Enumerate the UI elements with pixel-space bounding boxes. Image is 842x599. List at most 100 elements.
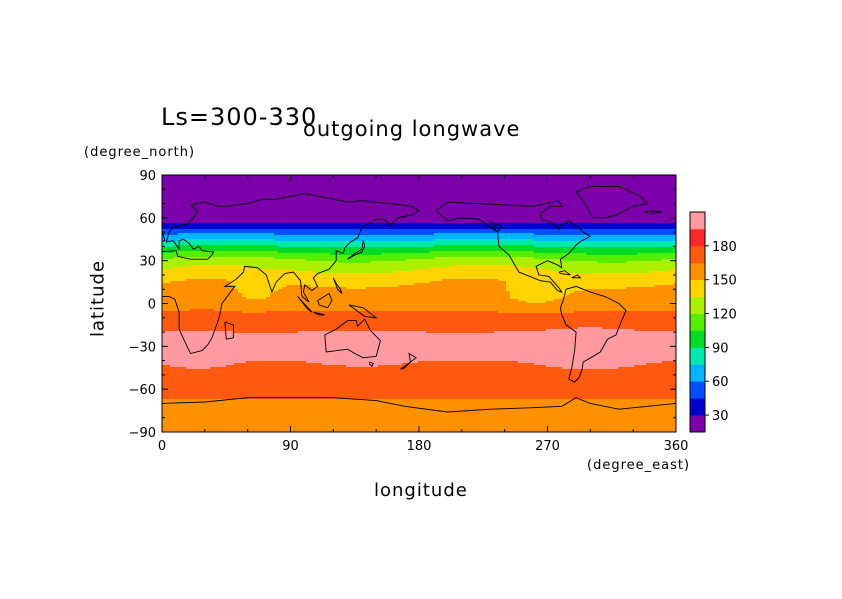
field-cell (554, 209, 559, 212)
field-cell (370, 183, 375, 186)
field-cell (490, 185, 495, 188)
field-cell (634, 195, 639, 198)
field-cell (238, 217, 243, 220)
field-cell (466, 231, 471, 234)
field-cell (350, 215, 355, 218)
field-cell (454, 209, 459, 212)
field-cell (202, 213, 207, 216)
field-cell (626, 211, 631, 214)
field-cell (398, 201, 403, 204)
field-cell (238, 209, 243, 212)
field-cell (234, 211, 239, 214)
field-cell (658, 245, 663, 248)
field-cell (306, 195, 311, 198)
field-cell (210, 223, 215, 226)
field-cell (550, 237, 555, 240)
field-cell (418, 233, 423, 236)
field-cell (366, 243, 371, 246)
field-cell (178, 179, 183, 182)
field-cell (442, 223, 447, 226)
field-cell (394, 215, 399, 218)
field-cell (310, 229, 315, 232)
field-cell (338, 179, 343, 182)
field-cell (646, 191, 651, 194)
field-cell (434, 179, 439, 182)
field-cell (246, 245, 251, 248)
field-cell (206, 221, 211, 224)
field-cell (330, 177, 335, 180)
field-cell (170, 241, 175, 244)
field-cell (518, 191, 523, 194)
field-cell (438, 179, 443, 182)
field-cell (282, 239, 287, 242)
field-cell (258, 243, 263, 246)
field-cell (266, 179, 271, 182)
field-cell (182, 201, 187, 204)
field-cell (626, 203, 631, 206)
field-cell (414, 243, 419, 246)
field-cell (354, 181, 359, 184)
field-cell (510, 237, 515, 240)
field-cell (538, 181, 543, 184)
field-cell (490, 241, 495, 244)
field-cell (626, 209, 631, 212)
field-cell (382, 231, 387, 234)
field-cell (446, 225, 451, 228)
field-cell (658, 175, 663, 178)
field-cell (230, 209, 235, 212)
field-cell (538, 183, 543, 186)
field-cell (186, 209, 191, 212)
field-cell (642, 207, 647, 210)
field-cell (454, 241, 459, 244)
field-cell (346, 231, 351, 234)
field-cell (466, 181, 471, 184)
field-cell (258, 217, 263, 220)
field-cell (270, 205, 275, 208)
field-cell (382, 181, 387, 184)
field-cell (510, 183, 515, 186)
field-cell (510, 223, 515, 226)
field-cell (670, 211, 675, 214)
field-cell (522, 187, 527, 190)
field-cell (298, 241, 303, 244)
field-cell (490, 213, 495, 216)
field-cell (350, 241, 355, 244)
field-cell (306, 175, 311, 178)
field-cell (162, 221, 167, 224)
field-cell (350, 235, 355, 238)
field-cell (362, 235, 367, 238)
field-cell (594, 221, 599, 224)
field-cell (406, 229, 411, 232)
field-cell (490, 237, 495, 240)
field-cell (542, 231, 547, 234)
field-cell (302, 215, 307, 218)
field-cell (358, 219, 363, 222)
field-cell (238, 235, 243, 238)
field-cell (442, 175, 447, 178)
field-cell (318, 227, 323, 230)
field-cell (334, 241, 339, 244)
field-cell (526, 223, 531, 226)
field-cell (590, 187, 595, 190)
field-cell (326, 215, 331, 218)
field-cell (598, 223, 603, 226)
field-cell (290, 187, 295, 190)
field-cell (230, 177, 235, 180)
field-cell (462, 215, 467, 218)
field-cell (170, 195, 175, 198)
field-cell (418, 229, 423, 232)
field-cell (630, 245, 635, 248)
field-cell (170, 207, 175, 210)
field-cell (258, 177, 263, 180)
field-cell (374, 199, 379, 202)
field-cell (322, 211, 327, 214)
field-cell (254, 249, 259, 252)
field-cell (286, 205, 291, 208)
field-cell (638, 211, 643, 214)
field-cell (190, 243, 195, 246)
field-cell (550, 227, 555, 230)
field-cell (298, 221, 303, 224)
field-cell (374, 193, 379, 196)
field-cell (342, 235, 347, 238)
field-cell (458, 233, 463, 236)
